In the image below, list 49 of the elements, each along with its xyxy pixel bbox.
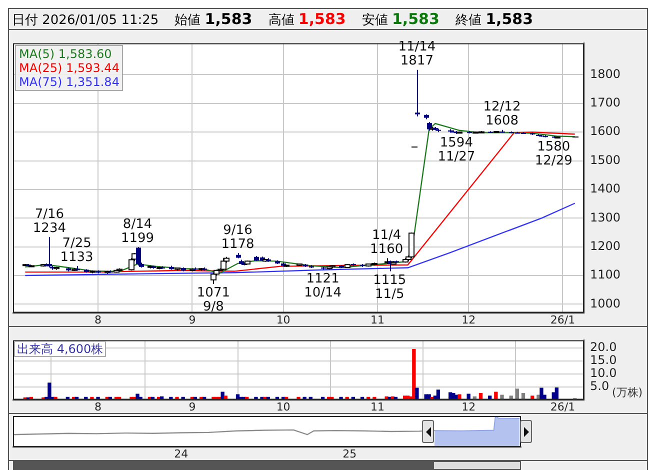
y-tick-label: 5.0 bbox=[590, 378, 610, 393]
annotation: 出来高 4,600株 bbox=[14, 341, 106, 358]
x-tick-label: 25 bbox=[342, 447, 357, 460]
annotation: 11/4 1160 bbox=[370, 228, 404, 258]
text: MA(75) 1,351.84 bbox=[19, 75, 120, 90]
y-axis-title: (万株) bbox=[612, 386, 643, 400]
y-tick-label: 20.0 bbox=[590, 340, 617, 354]
x-tick-label: 12 bbox=[462, 400, 476, 414]
y-tick-label: 1000 bbox=[590, 296, 621, 310]
annotation: 1071 9/8 bbox=[196, 286, 230, 315]
x-tick-label: 11 bbox=[370, 400, 384, 414]
text: 高値 1,583 bbox=[268, 10, 346, 28]
text: 日付 2026/01/05 11:25 bbox=[12, 13, 159, 28]
x-tick-label: 24 bbox=[174, 447, 188, 460]
annotation: 1594 11/27 bbox=[438, 136, 476, 165]
y-tick-label: 15.0 bbox=[590, 353, 617, 368]
annotation: 7/16 1234 bbox=[32, 206, 66, 236]
annotation: 8/14 1199 bbox=[120, 216, 154, 246]
annotation: 12/12 1608 bbox=[483, 100, 521, 129]
y-tick-label: 10.0 bbox=[590, 366, 617, 380]
y-tick-label: 1500 bbox=[590, 152, 621, 167]
y-tick-label: 1100 bbox=[590, 268, 621, 282]
text: 安値 1,583 bbox=[362, 10, 440, 28]
annotation: 11/14 1817 bbox=[398, 40, 436, 69]
text: MA(5) 1,583.60 bbox=[19, 47, 113, 62]
x-tick-label: 8 bbox=[94, 400, 102, 414]
y-tick-label: 1800 bbox=[590, 66, 621, 81]
x-tick-label: 26/1 bbox=[550, 400, 576, 414]
x-tick-label: 11 bbox=[370, 313, 384, 326]
annotation: 7/25 1133 bbox=[60, 236, 94, 265]
text: 始値 1,583 bbox=[174, 10, 252, 28]
text: 終値 1,583 bbox=[455, 10, 534, 28]
x-tick-label: 9 bbox=[188, 313, 196, 326]
x-tick-label: 12 bbox=[462, 313, 476, 326]
text: MA(25) 1,593.44 bbox=[19, 61, 120, 76]
x-tick-label: 10 bbox=[276, 400, 290, 414]
y-tick-label: 1600 bbox=[590, 124, 621, 138]
y-tick-label: 1200 bbox=[590, 238, 621, 253]
y-tick-label: 1300 bbox=[590, 210, 621, 224]
x-tick-label: 9 bbox=[188, 400, 196, 414]
x-tick-label: 26/1 bbox=[550, 313, 576, 326]
annotation: 9/16 1178 bbox=[221, 223, 254, 252]
y-tick-label: 1400 bbox=[590, 182, 621, 196]
annotation: 1580 12/29 bbox=[534, 140, 572, 169]
x-tick-label: 8 bbox=[94, 313, 102, 326]
annotation: 1115 11/5 bbox=[373, 273, 406, 302]
annotation: 1121 10/14 bbox=[304, 271, 342, 300]
x-tick-label: 10 bbox=[276, 313, 290, 326]
y-tick-label: 1700 bbox=[590, 96, 621, 110]
